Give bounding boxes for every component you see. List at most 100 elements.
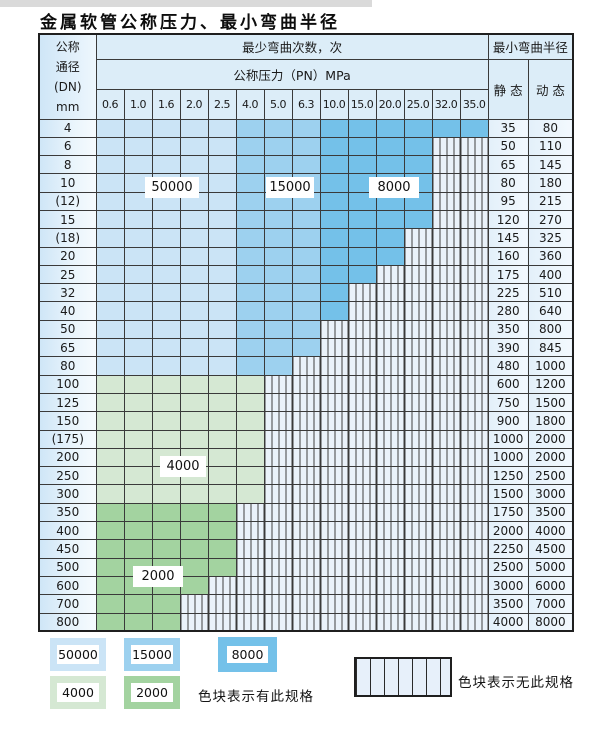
pressure-column-header: 35.0 [459,88,489,120]
no-spec-cell [375,338,405,358]
spec-cell [151,374,181,394]
no-spec-cell [179,612,209,632]
spec-cell [95,429,125,449]
dn-cell: 6 [38,136,97,157]
dynamic-radius-cell: 325 [527,228,574,248]
spec-cell [235,411,265,431]
spec-cell [235,155,265,175]
spec-cell [123,411,153,431]
no-spec-cell [291,594,321,614]
dn-cell: 80 [38,356,97,376]
no-spec-cell [459,246,489,266]
no-spec-cell [207,612,237,632]
table-row: 450 2250 4500 [38,539,574,559]
spec-cell [179,319,209,340]
spec-cell [403,155,433,175]
no-spec-cell [347,283,377,303]
spec-cell [151,356,181,376]
table-row: (175) 1000 2000 [38,429,574,449]
spec-cell [179,502,209,523]
no-spec-cell [291,484,321,504]
no-spec-cell [291,575,321,596]
no-spec-cell [459,521,489,541]
no-spec-cell [459,209,489,230]
spec-cell [207,374,237,394]
spec-cell [263,136,293,157]
static-radius-cell: 120 [487,209,529,230]
no-spec-cell [431,283,461,303]
static-radius-cell: 1000 [487,429,529,449]
dynamic-radius-cell: 400 [527,264,574,285]
spec-cell [179,155,209,175]
no-spec-cell [235,594,265,614]
no-spec-cell [375,392,405,413]
spec-cell [179,411,209,431]
no-spec-cell [319,338,349,358]
spec-cell [123,136,153,157]
spec-cell [235,466,265,486]
dn-cell: 600 [38,575,97,596]
no-spec-cell [263,521,293,541]
spec-cell [95,173,125,193]
table-row: 300 1500 3000 [38,484,574,504]
no-spec-cell [403,521,433,541]
dn-cell: 300 [38,484,97,504]
no-spec-cell [347,429,377,449]
dynamic-radius-cell: 4000 [527,521,574,541]
no-spec-cell [431,319,461,340]
no-spec-cell [235,557,265,577]
dynamic-radius-cell: 2500 [527,466,574,486]
spec-cell [151,209,181,230]
spec-cell [207,319,237,340]
no-spec-cell [263,557,293,577]
spec-cell [123,429,153,449]
table-row: 800 4000 8000 [38,612,574,632]
spec-cell [347,118,377,138]
spec-cell [123,374,153,394]
spec-cell [263,246,293,266]
no-spec-cell [431,575,461,596]
spec-cell [179,118,209,138]
spec-cell [179,283,209,303]
dynamic-radius-cell: 180 [527,173,574,193]
no-spec-cell [431,484,461,504]
dynamic-radius-cell: 1000 [527,356,574,376]
no-spec-cell [375,283,405,303]
no-spec-cell [263,484,293,504]
no-spec-cell [263,502,293,523]
spec-cell [123,155,153,175]
no-spec-cell [431,447,461,468]
spec-cell [179,338,209,358]
no-spec-cell [431,301,461,321]
dynamic-radius-cell: 2000 [527,447,574,468]
no-spec-cell [319,392,349,413]
spec-cell [207,264,237,285]
no-spec-cell [403,539,433,559]
table-row: 6 50 110 [38,136,574,157]
spec-cell [263,338,293,358]
no-spec-cell [431,539,461,559]
spec-cell [95,502,125,523]
no-spec-cell [459,374,489,394]
spec-cell [95,447,125,468]
dynamic-radius-cell: 110 [527,136,574,157]
no-spec-cell [403,228,433,248]
pressure-column-header: 1.0 [123,88,153,120]
no-spec-cell [459,136,489,157]
spec-cell [291,301,321,321]
spec-cell [151,338,181,358]
spec-cell [235,301,265,321]
dynamic-radius-cell: 7000 [527,594,574,614]
dynamic-radius-cell: 215 [527,191,574,211]
no-spec-cell [235,521,265,541]
dynamic-radius-cell: 8000 [527,612,574,632]
spec-cell [207,411,237,431]
static-radius-cell: 3500 [487,594,529,614]
static-radius-cell: 225 [487,283,529,303]
no-spec-cell [347,301,377,321]
pressure-column-header: 5.0 [263,88,293,120]
legend-swatch-label: 50000 [57,645,99,664]
dn-cell: 400 [38,521,97,541]
pressure-column-header: 4.0 [235,88,265,120]
spec-cell [95,228,125,248]
